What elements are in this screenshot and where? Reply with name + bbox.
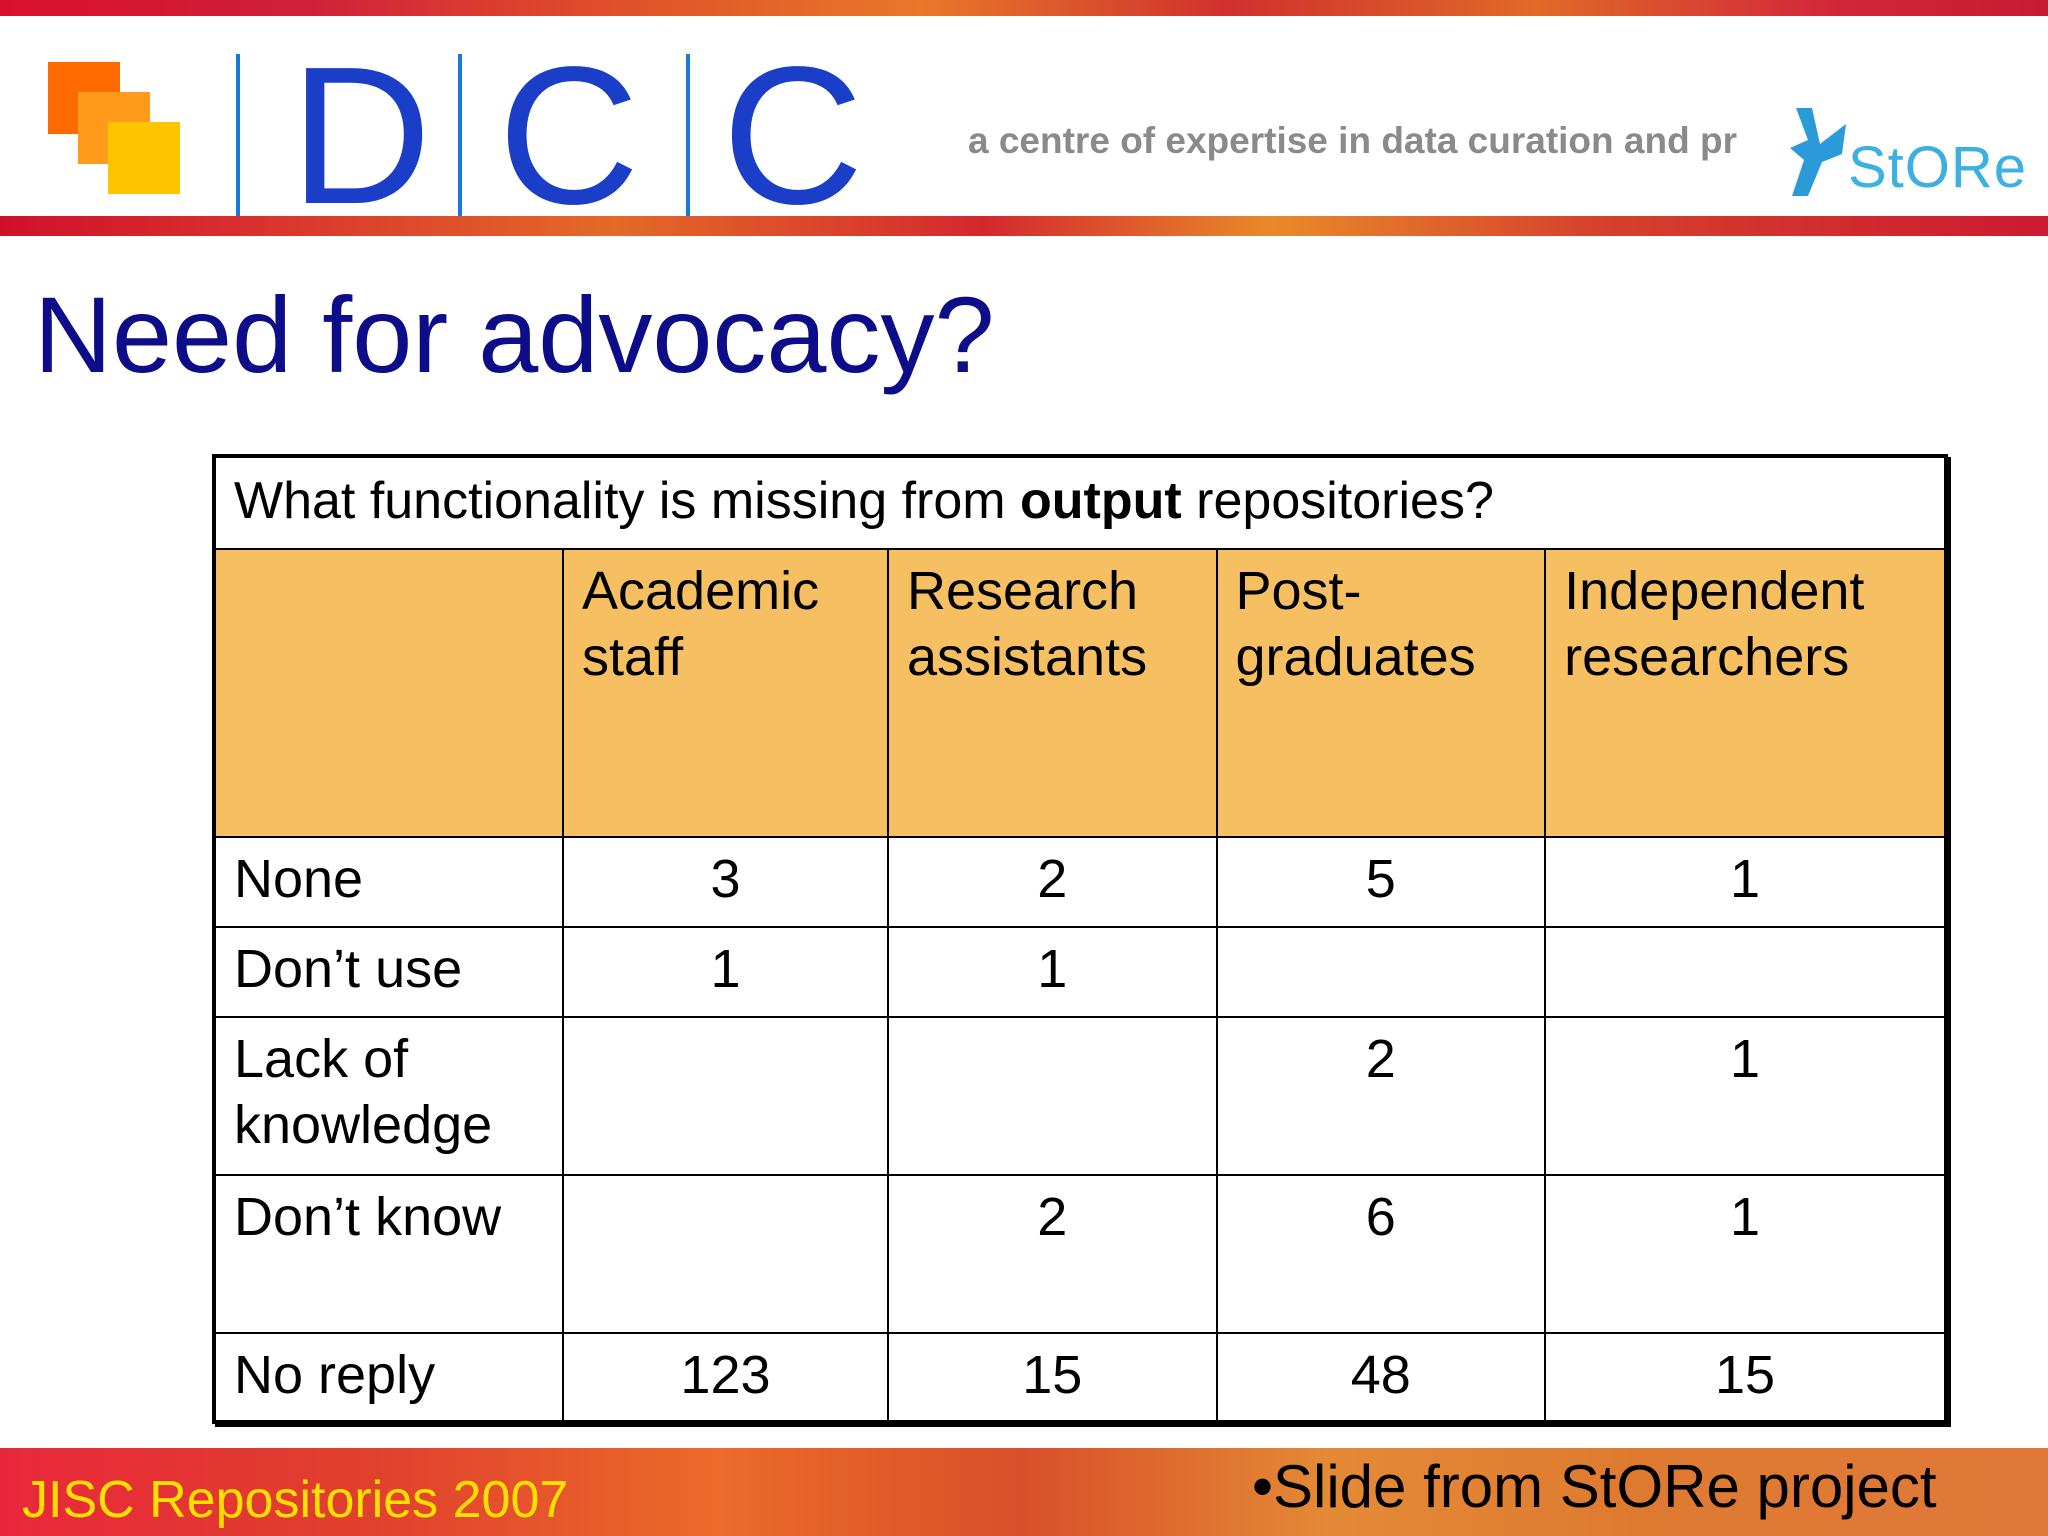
table-row: Don’t know 2 6 1	[213, 1174, 1947, 1334]
footer-event-label: JISC Repositories 2007	[22, 1471, 569, 1529]
table-cell: 48	[1215, 1332, 1547, 1423]
question-text: What functionality is missing from	[234, 472, 1021, 530]
header-stripe	[0, 216, 2048, 236]
table-cell: 2	[1215, 1016, 1547, 1176]
table-cell: 3	[562, 836, 889, 928]
row-label: Don’t know	[213, 1174, 564, 1334]
table-cell: 5	[1215, 836, 1547, 928]
table-cell: 6	[1215, 1174, 1547, 1334]
table-cell: 1	[1544, 836, 1947, 928]
table-cell	[886, 1016, 1218, 1176]
table-cell: 2	[886, 1174, 1218, 1334]
table-cell: 1	[1544, 1016, 1947, 1176]
row-label: Lack of knowledge	[213, 1016, 564, 1176]
logo-divider	[686, 54, 690, 216]
top-stripe	[0, 0, 2048, 16]
table-cell: 1	[886, 926, 1218, 1018]
question-text: repositories?	[1181, 472, 1494, 530]
footer-band	[0, 1448, 2048, 1536]
table-cell	[562, 1174, 889, 1334]
dcc-squares-logo	[48, 62, 188, 196]
survey-table: What functionality is missing from outpu…	[212, 454, 1948, 1424]
column-header-row: Academic staff Research assistants Post-gr…	[213, 548, 1947, 838]
column-header: Independent researchers	[1544, 548, 1947, 838]
table-cell	[1544, 926, 1947, 1018]
store-arrow-icon	[1790, 108, 1846, 196]
table-cell: 15	[1544, 1332, 1947, 1423]
question-cell: What functionality is missing from outpu…	[213, 455, 1947, 550]
row-label: None	[213, 836, 564, 928]
question-row: What functionality is missing from outpu…	[213, 455, 1947, 550]
store-logo-text: StORe	[1848, 135, 2028, 200]
store-logo: StORe	[1786, 104, 2026, 200]
table-row: None 3 2 5 1	[213, 836, 1947, 928]
column-header: Research assistants	[886, 548, 1218, 838]
logo-letter-d: D	[290, 26, 432, 245]
table-cell: 123	[562, 1332, 889, 1423]
table-row: Don’t use 1 1	[213, 926, 1947, 1018]
column-header: Academic staff	[562, 548, 889, 838]
table-cell: 2	[886, 836, 1218, 928]
table-cell	[562, 1016, 889, 1176]
table-row: No reply 123 15 48 15	[213, 1332, 1947, 1423]
table-cell: 1	[562, 926, 889, 1018]
column-header: Post-graduates	[1215, 548, 1547, 838]
slide-title: Need for advocacy?	[34, 274, 995, 395]
row-label: No reply	[213, 1332, 564, 1423]
table-cell: 1	[1544, 1174, 1947, 1334]
table-cell	[1215, 926, 1547, 1018]
logo-letter-c: C	[498, 26, 640, 245]
table-cell: 15	[886, 1332, 1218, 1423]
corner-cell	[213, 548, 564, 838]
logo-divider	[458, 54, 462, 216]
question-emphasis: output	[1020, 472, 1182, 530]
logo-letter-c: C	[722, 26, 864, 245]
dcc-tagline: a centre of expertise in data curation a…	[968, 120, 1737, 161]
logo-divider	[236, 54, 240, 216]
footer-source-note: •Slide from StORe project	[1252, 1453, 1937, 1520]
slide-header: D C C a centre of expertise in data cura…	[0, 16, 2048, 234]
table-row: Lack of knowledge 2 1	[213, 1016, 1947, 1176]
row-label: Don’t use	[213, 926, 564, 1018]
